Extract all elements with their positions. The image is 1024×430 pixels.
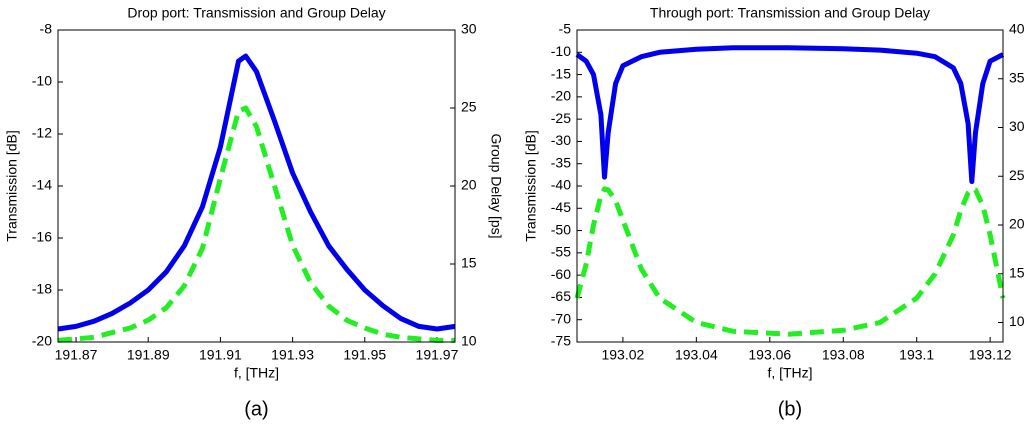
y-tick-label: -8 bbox=[40, 21, 53, 37]
x-tick-label: 193.04 bbox=[675, 347, 718, 363]
y-tick-label: -65 bbox=[551, 288, 571, 304]
x-tick-label: 191.91 bbox=[199, 347, 242, 363]
y-tick-label: -25 bbox=[551, 110, 571, 126]
x-tick-label: 193.06 bbox=[748, 347, 791, 363]
y-tick-label: -75 bbox=[551, 333, 571, 349]
series-line bbox=[57, 105, 455, 343]
series-line bbox=[575, 45, 1005, 184]
x-tick-label: 191.97 bbox=[416, 347, 459, 363]
y-tick-label: -10 bbox=[32, 73, 52, 89]
y-tick-label: -14 bbox=[32, 177, 52, 193]
y-tick-label: -15 bbox=[551, 65, 571, 81]
y-tick-label: -16 bbox=[32, 229, 52, 245]
chart-title: Drop port: Transmission and Group Delay bbox=[127, 5, 385, 21]
x-tick-label: 193.12 bbox=[969, 347, 1012, 363]
y2-axis-label: Group Delay [ps] bbox=[488, 133, 504, 238]
y-axis-label: Transmission [dB] bbox=[4, 130, 20, 242]
y2-tick-label: 25 bbox=[461, 99, 477, 115]
y-tick-label: -30 bbox=[551, 132, 571, 148]
y2-tick-label: 15 bbox=[1009, 264, 1024, 280]
y2-tick-label: 30 bbox=[461, 21, 477, 37]
y2-tick-label: 35 bbox=[1009, 69, 1024, 85]
y-tick-label: -10 bbox=[551, 43, 571, 59]
panel-label: (a) bbox=[244, 398, 268, 420]
y-tick-label: -55 bbox=[551, 244, 571, 260]
x-tick-label: 191.87 bbox=[55, 347, 98, 363]
y2-tick-label: 40 bbox=[1009, 21, 1024, 37]
x-tick-label: 191.95 bbox=[343, 347, 386, 363]
x-tick-label: 193.02 bbox=[601, 347, 644, 363]
y-tick-label: -20 bbox=[551, 88, 571, 104]
y-tick-label: -35 bbox=[551, 154, 571, 170]
x-tick-label: 191.89 bbox=[127, 347, 170, 363]
x-tick-label: 193.08 bbox=[822, 347, 865, 363]
y-axis-label: Transmission [dB] bbox=[523, 130, 539, 242]
x-axis-label: f, [THz] bbox=[234, 365, 279, 381]
y2-tick-label: 10 bbox=[1009, 313, 1024, 329]
y-tick-label: -20 bbox=[32, 333, 52, 349]
y-tick-label: -70 bbox=[551, 310, 571, 326]
y2-tick-label: 20 bbox=[461, 177, 477, 193]
series-line bbox=[574, 186, 1006, 337]
y-tick-label: -40 bbox=[551, 177, 571, 193]
chart-title: Through port: Transmission and Group Del… bbox=[650, 5, 930, 21]
panel-label: (b) bbox=[778, 398, 802, 420]
y2-tick-label: 10 bbox=[461, 333, 477, 349]
y-tick-label: -12 bbox=[32, 125, 52, 141]
x-tick-label: 193.1 bbox=[899, 347, 934, 363]
y2-tick-label: 25 bbox=[1009, 167, 1024, 183]
plot-frame bbox=[576, 29, 1004, 343]
x-axis-label: f, [THz] bbox=[767, 365, 812, 381]
y2-tick-label: 30 bbox=[1009, 118, 1024, 134]
y2-tick-label: 15 bbox=[461, 255, 477, 271]
y-tick-label: -5 bbox=[559, 21, 572, 37]
series-line bbox=[57, 53, 456, 332]
y-tick-label: -45 bbox=[551, 199, 571, 215]
x-tick-label: 191.93 bbox=[271, 347, 314, 363]
y-tick-label: -18 bbox=[32, 281, 52, 297]
plot-frame bbox=[57, 29, 456, 343]
y-tick-label: -60 bbox=[551, 266, 571, 282]
y-tick-label: -50 bbox=[551, 221, 571, 237]
y2-tick-label: 20 bbox=[1009, 216, 1024, 232]
